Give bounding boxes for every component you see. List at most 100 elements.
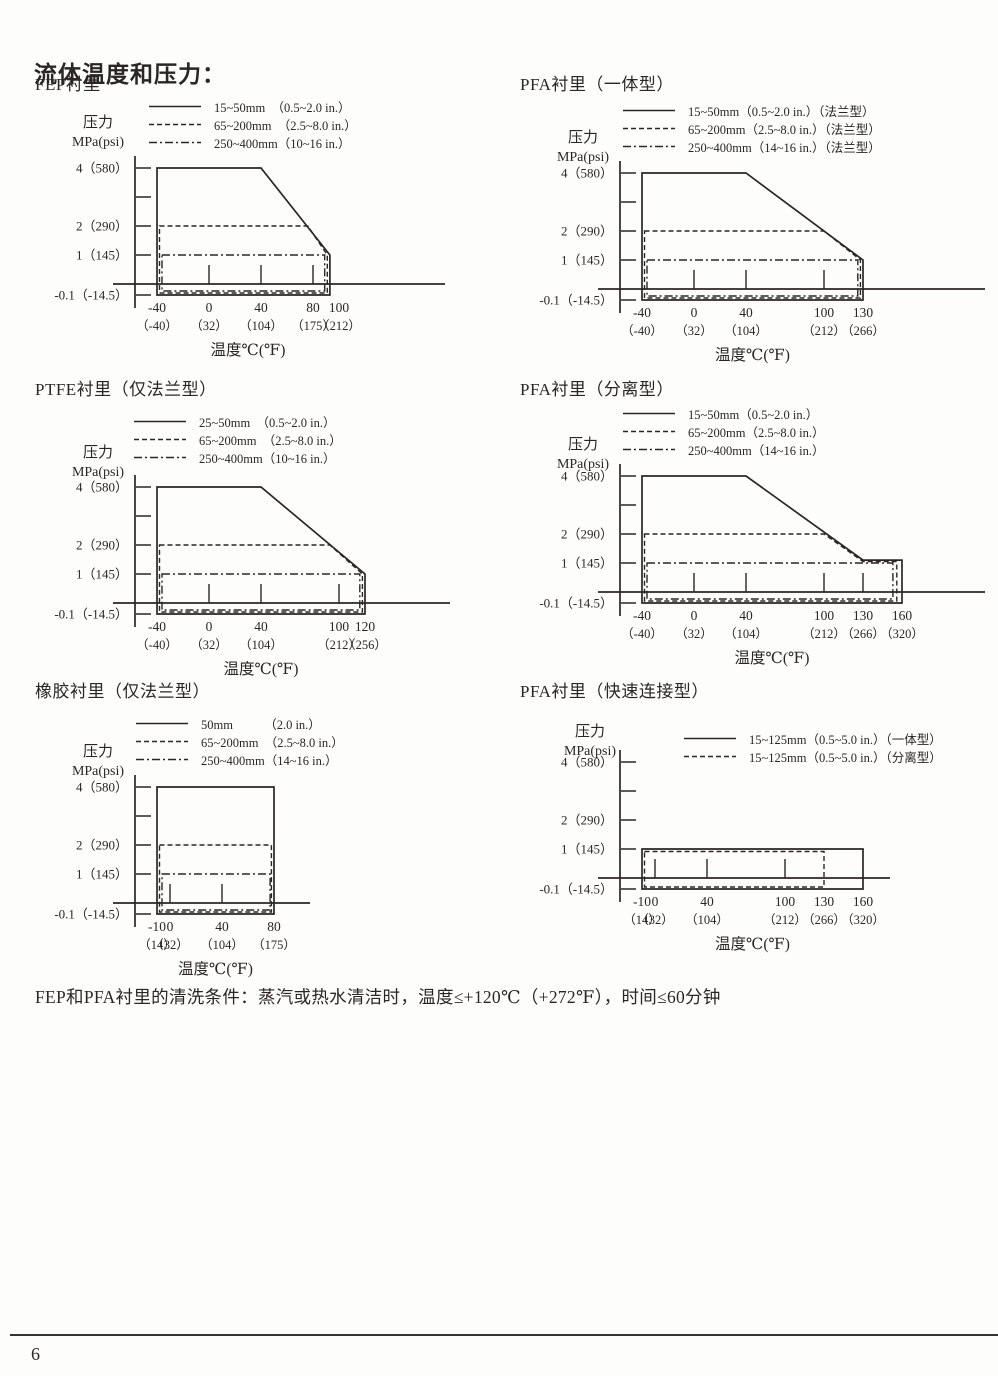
x-tick-label-celsius: 80: [267, 919, 281, 934]
legend-label: 65~200mm（2.5~8.0 in.）（法兰型）: [688, 122, 881, 137]
page-number: 6: [31, 1344, 40, 1364]
series-dashdot-envelope: [646, 562, 894, 600]
y-tick-label: -0.1（-14.5）: [539, 882, 613, 897]
chart-legend: 50mm （2.0 in.） 65~200mm （2.5~8.0 in.） 250~…: [135, 714, 344, 768]
chart-legend: 15~50mm（0.5~2.0 in.）（法兰型） 65~200mm（2.5~8.…: [622, 101, 881, 155]
chart-legend: 25~50mm （0.5~2.0 in.） 65~200mm （2.5~8.0 i…: [133, 412, 342, 466]
x-tick-label-celsius: 0: [206, 300, 213, 315]
x-tick-label-fahrenheit: （212）: [317, 319, 361, 333]
pressure-axis-label: 压力 MPa(psi): [515, 128, 651, 168]
legend-row: 250~400mm（14~16 in.）: [135, 750, 344, 768]
y-tick-label: 4（580）: [76, 161, 128, 176]
series-solid-envelope: [156, 786, 275, 915]
legend-row: 15~125mm（0.5~5.0 in.）（分离型）: [683, 747, 942, 765]
x-tick-label-fahrenheit: （320）: [841, 913, 885, 927]
legend-row: 250~400mm（14~16 in.）（法兰型）: [622, 137, 881, 155]
x-tick-label-fahrenheit: （104）: [239, 638, 283, 652]
x-tick-label-fahrenheit: （32）: [190, 638, 228, 652]
legend-line-dashed-icon: [134, 438, 186, 440]
x-tick-label-celsius: 160: [853, 894, 874, 909]
x-tick-label-celsius: 0: [691, 305, 698, 320]
chart-legend: 15~125mm（0.5~5.0 in.）（一体型） 15~125mm（0.5~5…: [683, 729, 942, 765]
legend-line-dashed-icon: [136, 740, 188, 742]
x-tick-label-celsius: 120: [355, 619, 376, 634]
pressure-label-text: 压力: [574, 724, 605, 740]
pressure-temperature-plot: 4（580） 2（290） 1（145） -0.1（-14.5） -40 （-40） 0 （3…: [54, 156, 445, 359]
pressure-temperature-plot: 4（580） 2（290） 1（145） -0.1（-14.5） -40 （-40） 0 （3…: [539, 464, 985, 667]
y-tick-label: 2（290）: [561, 224, 613, 239]
legend-line-solid-icon: [684, 737, 736, 739]
series-solid-envelope: [156, 486, 366, 615]
legend-label: 15~125mm（0.5~5.0 in.）（一体型）: [749, 732, 942, 747]
series-dashed-envelope: [158, 225, 328, 294]
x-tick-label-celsius: -40: [633, 305, 651, 320]
legend-row: 15~50mm（0.5~2.0 in.）: [622, 404, 824, 422]
x-tick-label-fahrenheit: （-40）: [621, 324, 663, 338]
x-tick-label-fahrenheit: （104）: [685, 913, 729, 927]
x-tick-label-fahrenheit: （104）: [239, 319, 283, 333]
y-tick-label: 2（290）: [561, 527, 613, 542]
x-tick-label-celsius: -10: [148, 919, 166, 934]
x-tick-label-celsius: 40: [215, 919, 229, 934]
x-tick-label-celsius: 100: [775, 894, 796, 909]
chart-ptfe-lining-flanged: PTFE衬里（仅法兰型） 25~50mm （0.5~2.0 in.） 65~200…: [30, 375, 513, 678]
y-tick-label: 2（290）: [561, 813, 613, 828]
chart-pfa-lining-separate: PFA衬里（分离型） 15~50mm（0.5~2.0 in.） 65~200mm（…: [515, 375, 998, 675]
series-solid-envelope: [156, 167, 331, 296]
x-tick-label-fahrenheit: （-40）: [136, 319, 178, 333]
series-dashed-envelope: [643, 850, 825, 888]
legend-line-dashdot-icon: [623, 448, 675, 450]
chart-rubber-lining-flanged: 橡胶衬里（仅法兰型） 50mm （2.0 in.） 65~200mm （2.5~8…: [30, 677, 513, 978]
pressure-unit-text: MPa(psi): [71, 465, 125, 480]
pressure-label-text: 压力: [82, 115, 113, 131]
x-tick-label-fahrenheit: （266）: [802, 913, 846, 927]
x-tick-label-celsius: 100: [329, 619, 350, 634]
legend-label: 15~125mm（0.5~5.0 in.）（分离型）: [749, 750, 942, 765]
x-tick-label-celsius: 40: [254, 300, 268, 315]
pressure-temperature-plot: 4（580） 2（290） 1（145） -0.1（-14.5） -40 （-40） 0 （3…: [54, 475, 450, 678]
legend-line-solid-icon: [623, 109, 675, 111]
pressure-label-text: 压力: [567, 437, 598, 453]
pressure-unit-text: MPa(psi): [563, 744, 617, 759]
legend-label: 250~400mm（14~16 in.）: [201, 753, 338, 768]
pressure-unit-text: MPa(psi): [71, 764, 125, 779]
x-tick-label-celsius: 0: [652, 894, 659, 909]
footer-rule: [10, 1334, 998, 1336]
legend-label: 65~200mm （2.5~8.0 in.）: [199, 433, 342, 448]
legend-row: 65~200mm（2.5~8.0 in.）: [622, 422, 824, 440]
pressure-axis-label: 压力 MPa(psi): [30, 443, 166, 483]
legend-line-solid-icon: [136, 722, 188, 724]
x-tick-label-celsius: 40: [739, 305, 753, 320]
x-axis-label: 温度℃(℉): [211, 341, 286, 359]
x-tick-label-celsius: 40: [700, 894, 714, 909]
legend-label: 25~50mm （0.5~2.0 in.）: [199, 415, 336, 430]
chart-title: PFA衬里（快速连接型）: [520, 682, 709, 701]
y-tick-label: 2（290）: [76, 538, 128, 553]
legend-line-dashed-icon: [684, 755, 736, 757]
y-tick-label: -0.1（-14.5）: [54, 607, 128, 622]
legend-line-solid-icon: [134, 420, 186, 422]
x-tick-label-celsius: -10: [633, 894, 651, 909]
legend-line-solid-icon: [623, 412, 675, 414]
x-tick-label-fahrenheit: （212）: [802, 324, 846, 338]
y-tick-label: 2（290）: [76, 219, 128, 234]
x-tick-label-fahrenheit: （32）: [675, 324, 713, 338]
x-tick-label-celsius: 130: [814, 894, 835, 909]
y-tick-label: 2（290）: [76, 838, 128, 853]
legend-line-dashed-icon: [623, 127, 675, 129]
y-tick-label: 1（145）: [76, 867, 128, 882]
x-tick-label-fahrenheit: （104）: [724, 324, 768, 338]
x-tick-label-fahrenheit: （175）: [291, 319, 335, 333]
x-axis-label: 温度℃(℉): [715, 346, 790, 364]
y-tick-label: 1（145）: [76, 248, 128, 263]
legend-row: 25~50mm （0.5~2.0 in.）: [133, 412, 342, 430]
pressure-axis-label: 压力 MPa(psi): [30, 113, 166, 153]
legend-line-solid-icon: [149, 105, 201, 107]
legend-line-dashdot-icon: [149, 141, 201, 143]
series-dashdot-envelope: [161, 254, 326, 292]
legend-row: 50mm （2.0 in.）: [135, 714, 344, 732]
legend-label: 65~200mm（2.5~8.0 in.）: [688, 425, 825, 440]
legend-label: 250~400mm（10~16 in.）: [214, 136, 351, 151]
y-tick-label: 1（145）: [76, 567, 128, 582]
pressure-axis-label: 压力 MPa(psi): [30, 742, 166, 782]
